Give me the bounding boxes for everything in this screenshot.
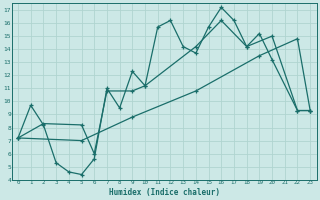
X-axis label: Humidex (Indice chaleur): Humidex (Indice chaleur) (108, 188, 220, 197)
